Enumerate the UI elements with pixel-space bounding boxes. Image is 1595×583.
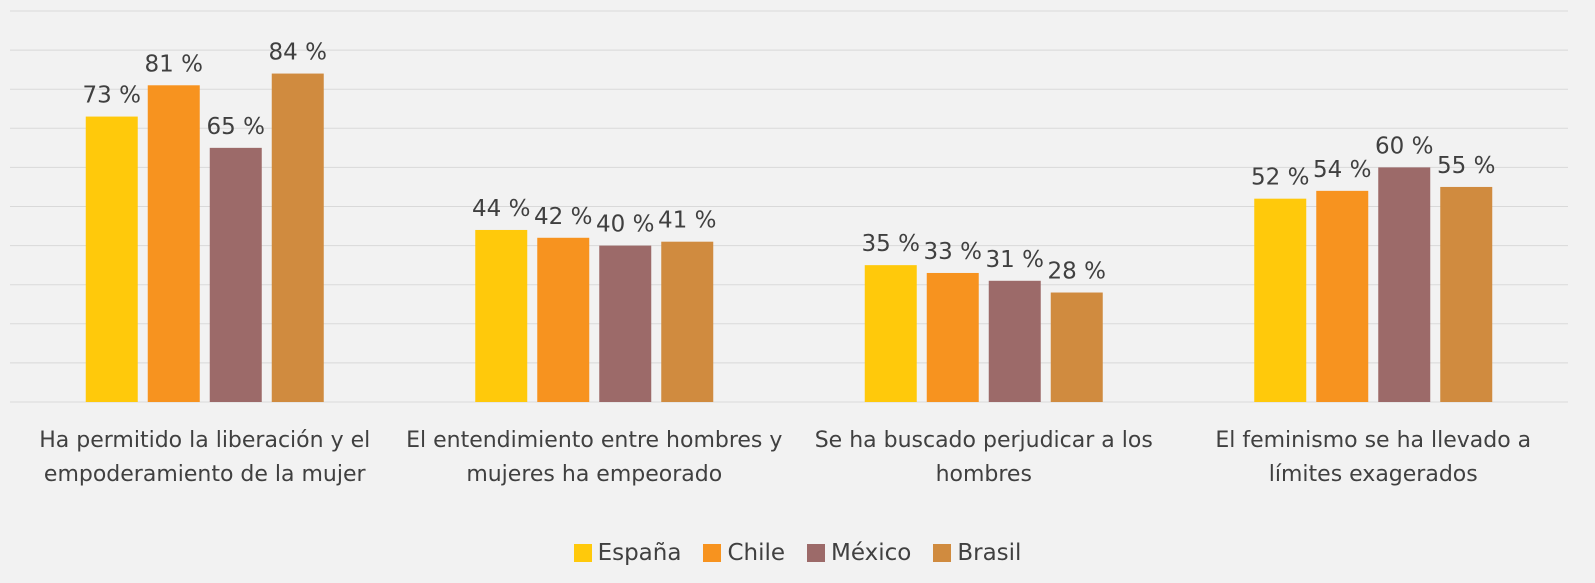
bar bbox=[1050, 292, 1103, 402]
bar bbox=[475, 229, 528, 402]
legend-item: España bbox=[573, 540, 682, 566]
bar bbox=[271, 73, 324, 402]
data-label: 73 % bbox=[83, 83, 141, 109]
legend-item: Brasil bbox=[933, 540, 1021, 566]
bar bbox=[661, 241, 714, 402]
bar bbox=[599, 245, 652, 402]
data-label: 31 % bbox=[986, 247, 1044, 273]
legend-label: España bbox=[597, 540, 682, 566]
bar bbox=[988, 280, 1041, 402]
legend-item: Chile bbox=[703, 540, 785, 566]
legend-item: México bbox=[807, 540, 911, 566]
data-label: 60 % bbox=[1375, 133, 1433, 159]
bar bbox=[864, 265, 917, 402]
legend-label: Brasil bbox=[957, 540, 1022, 566]
data-label: 35 % bbox=[862, 231, 920, 257]
x-tick-label: El entendimiento entre hombres y mujeres… bbox=[406, 428, 783, 487]
legend-swatch bbox=[933, 544, 952, 562]
bar bbox=[1254, 198, 1307, 402]
bar bbox=[209, 147, 262, 402]
data-label: 42 % bbox=[534, 204, 592, 230]
bar bbox=[1378, 167, 1431, 402]
data-label: 41 % bbox=[658, 208, 716, 234]
data-label: 84 % bbox=[269, 40, 327, 66]
bar bbox=[1440, 186, 1493, 402]
data-label: 81 % bbox=[145, 51, 203, 77]
data-label: 33 % bbox=[924, 239, 982, 265]
bar bbox=[85, 116, 138, 402]
x-tick-label: Se ha buscado perjudicar a los hombres bbox=[814, 428, 1153, 487]
data-label: 52 % bbox=[1251, 165, 1309, 191]
legend-swatch bbox=[807, 544, 826, 562]
data-label: 54 % bbox=[1313, 157, 1371, 183]
data-label: 55 % bbox=[1437, 153, 1495, 179]
bar bbox=[1316, 190, 1369, 402]
bar bbox=[926, 272, 979, 402]
data-label: 44 % bbox=[472, 196, 530, 222]
data-label: 28 % bbox=[1048, 259, 1106, 285]
x-tick-label: Ha permitido la liberación y el empodera… bbox=[39, 428, 371, 487]
x-tick-label: El feminismo se ha llevado a límites exa… bbox=[1215, 428, 1532, 487]
legend-label: México bbox=[831, 540, 912, 566]
data-label: 65 % bbox=[207, 114, 265, 140]
bar bbox=[537, 237, 590, 402]
legend-swatch bbox=[703, 544, 722, 562]
legend-label: Chile bbox=[727, 540, 786, 566]
legend-swatch bbox=[573, 544, 592, 562]
data-label: 40 % bbox=[596, 212, 654, 238]
bar bbox=[147, 85, 200, 402]
legend: España Chile México Brasil bbox=[0, 540, 1595, 566]
